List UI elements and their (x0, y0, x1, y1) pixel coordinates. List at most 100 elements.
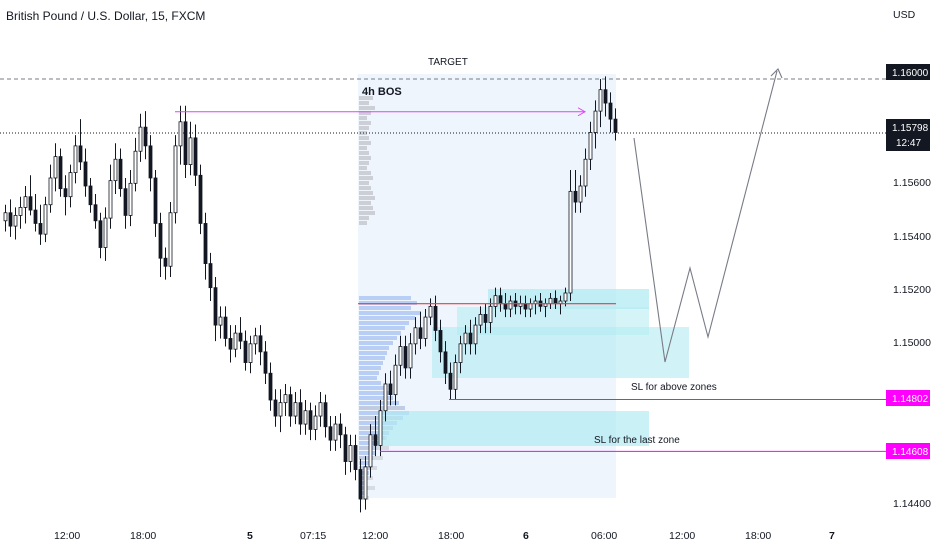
candle (393, 354, 398, 406)
price-axis[interactable]: 1.15600 1.15400 1.15200 1.15000 1.14400 … (886, 64, 931, 510)
candle (458, 335, 463, 374)
price-tick: 1.14400 (893, 498, 931, 510)
volume-profile-bar (359, 111, 371, 115)
candle (68, 164, 73, 208)
sl-above-zones-label: SL for above zones (631, 382, 717, 393)
candle (573, 169, 578, 213)
volume-profile-bar (359, 451, 375, 455)
time-tick: 07:15 (300, 530, 326, 542)
candle-body (213, 287, 218, 326)
candle (118, 148, 123, 197)
candle (253, 327, 258, 355)
price-tick: 1.15400 (893, 231, 931, 243)
volume-profile-bar (359, 296, 411, 300)
candle (83, 148, 88, 197)
candle (318, 391, 323, 427)
volume-profile-bar (359, 381, 381, 385)
candle-body (403, 346, 408, 369)
candle-body (158, 223, 163, 259)
candle-body (458, 343, 463, 363)
candle-body (248, 343, 253, 363)
time-tick: 7 (829, 530, 835, 542)
symbol-title: British Pound / U.S. Dollar, 15, FXCM (6, 9, 205, 23)
candle-body (253, 335, 258, 345)
candle-body (383, 383, 388, 412)
candle-body (373, 434, 378, 446)
bos-arrow-head (577, 107, 587, 117)
volume-profile-bar (359, 201, 371, 205)
candle (143, 111, 148, 160)
candle-body (3, 212, 8, 222)
candle (388, 370, 393, 406)
candle-body (468, 332, 473, 345)
candle (208, 252, 213, 302)
volume-profile-bar (359, 126, 369, 130)
candle-body (438, 330, 443, 353)
candle-body (498, 295, 503, 305)
zone-box (378, 411, 649, 446)
candle-body (348, 445, 353, 462)
candle (448, 362, 453, 400)
candle (373, 416, 378, 457)
volume-profile-bar (359, 436, 387, 440)
candle-body (23, 196, 28, 208)
time-tick: 18:00 (438, 530, 464, 542)
volume-profile-bar (359, 391, 389, 395)
candle-body (138, 126, 143, 152)
candle (598, 79, 603, 128)
volume-profile-bar (359, 336, 397, 340)
volume-profile-bar (359, 316, 415, 320)
candle (508, 295, 513, 318)
candle-body (13, 215, 18, 227)
volume-profile-bar (359, 376, 377, 380)
volume-profile-bar (359, 156, 371, 160)
candle (568, 169, 573, 302)
candle-body (208, 263, 213, 289)
candle-body (283, 394, 288, 404)
candle-body (308, 410, 313, 430)
candle (383, 373, 388, 422)
candle-body (503, 303, 508, 310)
candle-body (573, 190, 578, 203)
candle-body (68, 172, 73, 198)
volume-profile-bar (359, 176, 373, 180)
candle (603, 76, 608, 117)
candle-body (443, 351, 448, 374)
candle (48, 164, 53, 213)
candle-body (433, 305, 438, 331)
volume-profile-bar (359, 161, 369, 165)
candle (353, 434, 358, 481)
time-axis[interactable]: 12:00 18:00 5 07:15 12:00 18:00 6 06:00 … (54, 530, 835, 542)
candle-body (273, 399, 278, 417)
volume-profile-bar (359, 326, 405, 330)
candle (313, 405, 318, 441)
candle (178, 105, 183, 165)
candle-body (313, 415, 318, 430)
candle-body (73, 145, 78, 174)
candle (323, 394, 328, 438)
volume-profile-bar (359, 191, 373, 195)
candle-body (333, 423, 338, 441)
candle-body (563, 292, 568, 302)
target-price-badge (886, 64, 930, 80)
volume-profile-bar (359, 136, 369, 140)
candle-body (278, 402, 283, 417)
candle (613, 108, 618, 141)
candle (608, 92, 613, 133)
candle-body (178, 121, 183, 147)
candle-body (243, 340, 248, 363)
candle (103, 207, 108, 261)
candle-body (488, 305, 493, 323)
candle-body (163, 257, 168, 267)
candle-body (128, 182, 133, 216)
candle-body (418, 327, 423, 339)
candle-body (238, 332, 243, 342)
time-tick: 12:00 (669, 530, 695, 542)
candle-body (613, 118, 618, 133)
candle (8, 199, 13, 237)
candle-body (448, 372, 453, 390)
candle-body (183, 121, 188, 166)
candle (423, 309, 428, 347)
